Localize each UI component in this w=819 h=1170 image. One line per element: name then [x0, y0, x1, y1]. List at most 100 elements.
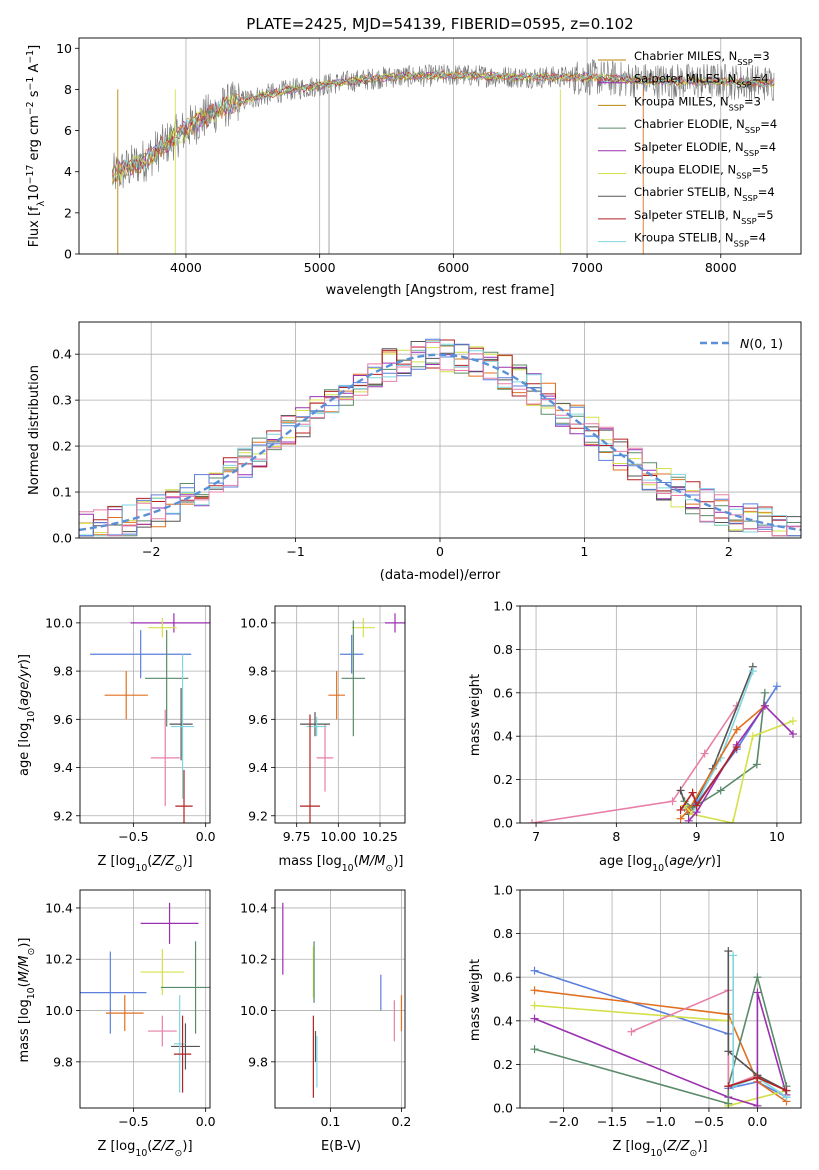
axes-frame [79, 605, 211, 824]
x-tick-label: −0.5 [694, 1114, 724, 1129]
y-axis-label: mass weight [468, 674, 483, 756]
legend-label: Salpeter STELIB, NSSP=5 [634, 208, 774, 226]
weight-line [688, 704, 794, 822]
x-tick-label: 5000 [304, 260, 336, 275]
y-tick-label: 10.0 [240, 615, 268, 630]
x-axis-label: Z [log10(Z/Z⊙)] [612, 1139, 707, 1159]
x-axis-label: Z [log10(Z/Z⊙)] [97, 1139, 192, 1159]
y-tick-label: 1.0 [493, 883, 513, 898]
y-tick-label: 8 [64, 82, 72, 97]
plot-area [79, 322, 801, 538]
axes-frame [79, 889, 211, 1109]
y-tick-label: 0.0 [493, 816, 513, 831]
normal-curve [79, 353, 801, 532]
y-tick-label: 0.2 [52, 439, 72, 454]
plot-area [520, 606, 801, 823]
legend: Chabrier MILES, NSSP=3 Salpeter MILES, NS… [598, 49, 777, 249]
axes-age-vs-Z: −0.5 0.0 9.2 9.4 9.6 9.8 10.0 Z [log10(Z/Z⊙)] ag… [17, 605, 216, 874]
y-axis-label: mass weight [468, 959, 483, 1041]
plot-area [275, 606, 405, 823]
axes-weight-vs-age: 7 8 9 10 0.0 0.2 0.4 0.6 0.8 1.0 age [log10(age/yr… [468, 599, 802, 874]
x-tick-label: −1 [286, 544, 304, 559]
x-axis-label: (data-model)/error [380, 568, 501, 583]
y-tick-label: 0.0 [493, 1101, 513, 1116]
plot-area [112, 38, 775, 254]
y-tick-label: 0.8 [493, 926, 513, 941]
y-tick-label: 10.0 [45, 615, 73, 630]
plot-area [520, 890, 801, 1108]
x-tick-label: 0.0 [747, 1114, 767, 1129]
x-tick-label: 10.25 [362, 829, 398, 844]
weight-line [727, 951, 787, 1092]
x-tick-label: 8 [612, 829, 620, 844]
x-tick-label: 0.0 [196, 829, 216, 844]
x-tick-label: 6000 [437, 260, 469, 275]
y-axis-label: Normed distribution [27, 365, 42, 495]
axes-residuals: −2 −1 0 1 2 0.0 0.1 0.2 0.3 0.4 N(0, 1) (data-model… [27, 321, 802, 583]
x-tick-label: 10.00 [320, 829, 356, 844]
x-tick-label: 0.1 [320, 1114, 340, 1129]
x-tick-label: −1.5 [597, 1114, 627, 1129]
weight-line [679, 746, 738, 811]
y-tick-label: 9.2 [53, 808, 73, 823]
x-tick-label: 8000 [705, 260, 737, 275]
axes-frame [519, 605, 802, 824]
weight-line [534, 989, 787, 1103]
legend-label: Kroupa ELODIE, NSSP=5 [634, 163, 769, 181]
axes-spectrum: 4000 5000 6000 7000 8000 0 2 4 6 8 10 wavelength [A… [25, 37, 802, 298]
y-tick-label: 0.4 [493, 1013, 513, 1028]
y-tick-label: 9.6 [248, 712, 268, 727]
y-tick-label: 0.2 [493, 772, 513, 787]
plot-area [80, 606, 210, 823]
weight-line [684, 720, 794, 823]
weight-line [680, 705, 766, 820]
plot-area [275, 890, 405, 1108]
axes-frame [274, 605, 406, 824]
x-tick-label: 7000 [571, 260, 603, 275]
spectrum-model-line [112, 70, 775, 186]
x-tick-label: 4000 [170, 260, 202, 275]
axes-weight-vs-Z: −2.0 −1.5 −1.0 −0.5 0.0 0.0 0.2 0.4 0.6 0.8 1.0 Z [… [468, 883, 802, 1159]
y-tick-label: 9.6 [53, 712, 73, 727]
legend-label: Kroupa MILES, NSSP=3 [634, 94, 761, 112]
axes-age-vs-mass: 9.75 10.00 10.25 9.2 9.4 9.6 9.8 10.0 mass [log1… [240, 605, 406, 874]
y-tick-label: 0.4 [52, 347, 72, 362]
y-tick-label: 0.1 [52, 485, 72, 500]
y-tick-label: 9.8 [53, 1054, 73, 1069]
y-tick-label: 10.0 [45, 1003, 73, 1018]
y-tick-label: 2 [64, 205, 72, 220]
x-tick-label: 0.0 [196, 1114, 216, 1129]
y-tick-label: 10.0 [240, 1003, 268, 1018]
legend-label: Chabrier ELODIE, NSSP=4 [634, 117, 777, 135]
x-tick-label: 9 [693, 829, 701, 844]
y-tick-label: 0 [64, 247, 72, 262]
x-axis-label: age [log10(age/yr)] [599, 854, 721, 874]
x-tick-label: −2.0 [548, 1114, 578, 1129]
legend-label: Chabrier MILES, NSSP=3 [634, 49, 770, 67]
histogram-step [79, 342, 801, 538]
plot-area [80, 890, 210, 1108]
y-tick-label: 0.6 [493, 685, 513, 700]
y-tick-label: 9.4 [53, 760, 73, 775]
y-tick-label: 9.8 [53, 664, 73, 679]
axes-mass-vs-Z: −0.5 0.0 9.8 10.0 10.2 10.4 Z [log10(Z/Z⊙)] mas… [17, 889, 216, 1159]
legend-label: Salpeter ELODIE, NSSP=4 [634, 140, 776, 158]
axes-frame [274, 889, 406, 1109]
y-tick-label: 9.8 [248, 664, 268, 679]
y-tick-label: 10.2 [240, 952, 268, 967]
y-tick-label: 9.2 [248, 808, 268, 823]
axes-mass-vs-ebv: 0.1 0.2 9.8 10.0 10.2 10.4 E(B-V) [240, 889, 411, 1154]
x-axis-label: wavelength [Angstrom, rest frame] [326, 283, 555, 298]
y-tick-label: 0.2 [493, 1057, 513, 1072]
axes-frame [78, 321, 802, 539]
legend-label: N(0, 1) [740, 336, 783, 351]
legend-label: Chabrier STELIB, NSSP=4 [634, 185, 775, 203]
x-tick-label: −0.5 [118, 1114, 148, 1129]
y-tick-label: 0.0 [52, 531, 72, 546]
y-tick-label: 1.0 [493, 599, 513, 614]
x-tick-label: 7 [532, 829, 540, 844]
y-tick-label: 4 [64, 164, 72, 179]
x-axis-label: mass [log10(M/M⊙)] [279, 854, 404, 874]
x-tick-label: 9.75 [283, 829, 311, 844]
